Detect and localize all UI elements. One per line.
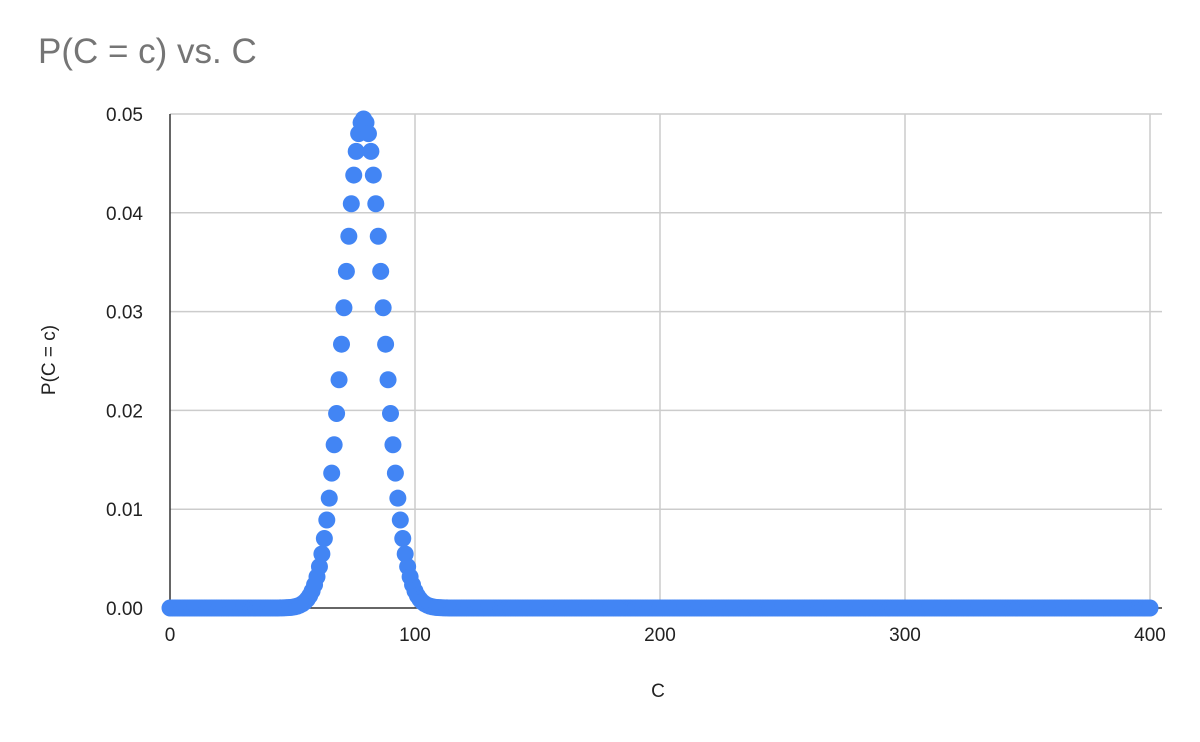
x-tick-label: 200	[644, 625, 676, 646]
x-tick-label: 0	[165, 625, 176, 646]
data-point	[386, 464, 404, 482]
data-point	[347, 142, 365, 160]
data-point	[345, 166, 363, 184]
y-tick-label: 0.01	[106, 500, 143, 521]
data-point	[337, 262, 355, 280]
axes	[164, 114, 1162, 609]
data-point	[323, 464, 341, 482]
data-point	[367, 195, 385, 213]
data-point	[342, 195, 360, 213]
data-point	[315, 529, 333, 547]
data-point	[394, 529, 412, 547]
tick-labels: 0.00 0.01 0.02 0.03 0.04 0.05 0 100 200 300 400	[106, 105, 1166, 646]
y-tick-label: 0.02	[106, 401, 143, 422]
data-point	[374, 299, 392, 317]
y-tick-label: 0.00	[106, 599, 143, 620]
data-point	[335, 299, 353, 317]
data-point	[359, 125, 377, 143]
x-tick-label: 300	[889, 625, 921, 646]
data-point	[372, 262, 390, 280]
data-point	[333, 335, 350, 353]
data-point	[391, 511, 409, 529]
data-point	[320, 489, 338, 507]
data-point	[364, 166, 382, 184]
data-point	[362, 142, 380, 160]
data-point	[377, 335, 395, 353]
y-axis-title: P(C = c)	[39, 325, 60, 395]
data-point	[384, 436, 402, 454]
y-tick-label: 0.05	[106, 105, 143, 126]
data-point	[330, 371, 348, 389]
x-tick-label: 400	[1134, 625, 1166, 646]
data-point	[382, 405, 399, 423]
y-tick-label: 0.03	[106, 303, 143, 324]
data-point	[325, 436, 343, 454]
data-point	[389, 489, 407, 507]
x-tick-label: 100	[399, 625, 431, 646]
data-point	[396, 545, 414, 563]
data-point	[328, 405, 346, 423]
data-point	[379, 371, 397, 389]
x-axis-title: C	[651, 681, 665, 702]
data-point	[340, 227, 358, 245]
data-points	[161, 110, 1159, 617]
data-point	[369, 227, 387, 245]
data-point	[318, 511, 336, 529]
data-point	[1141, 599, 1159, 617]
y-tick-label: 0.04	[106, 204, 143, 225]
data-point	[310, 558, 328, 576]
chart-title: P(C = c) vs. C	[38, 32, 257, 71]
data-point	[313, 545, 331, 563]
